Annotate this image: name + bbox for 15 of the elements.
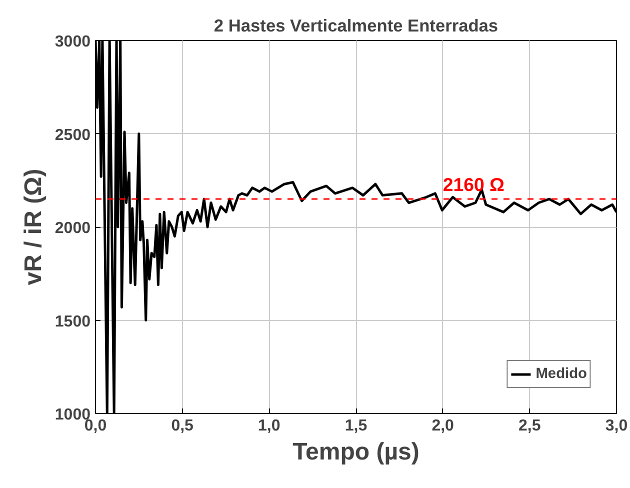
y-tick-label: 3000 bbox=[54, 34, 91, 50]
x-axis-title: Tempo (µs) bbox=[292, 438, 420, 466]
chart-title: 2 Hastes Verticalmente Enterradas bbox=[214, 16, 498, 36]
x-tick-label: 2,5 bbox=[518, 418, 541, 434]
y-tick-label: 2500 bbox=[54, 126, 91, 144]
y-tick-label: 1500 bbox=[54, 313, 91, 330]
x-tick-label: 1,5 bbox=[344, 418, 368, 434]
x-tick-label: 2,0 bbox=[432, 418, 454, 434]
ref-line-label: 2160 Ω bbox=[442, 174, 505, 196]
legend-label: Medido bbox=[536, 366, 587, 382]
y-axis-title: vR / iR (Ω) bbox=[20, 168, 47, 286]
y-tick-label: 2000 bbox=[54, 220, 91, 237]
x-tick-label: 1,0 bbox=[258, 418, 280, 434]
x-tick-label: 0,5 bbox=[171, 418, 194, 434]
x-tick-label: 3,0 bbox=[605, 418, 628, 434]
